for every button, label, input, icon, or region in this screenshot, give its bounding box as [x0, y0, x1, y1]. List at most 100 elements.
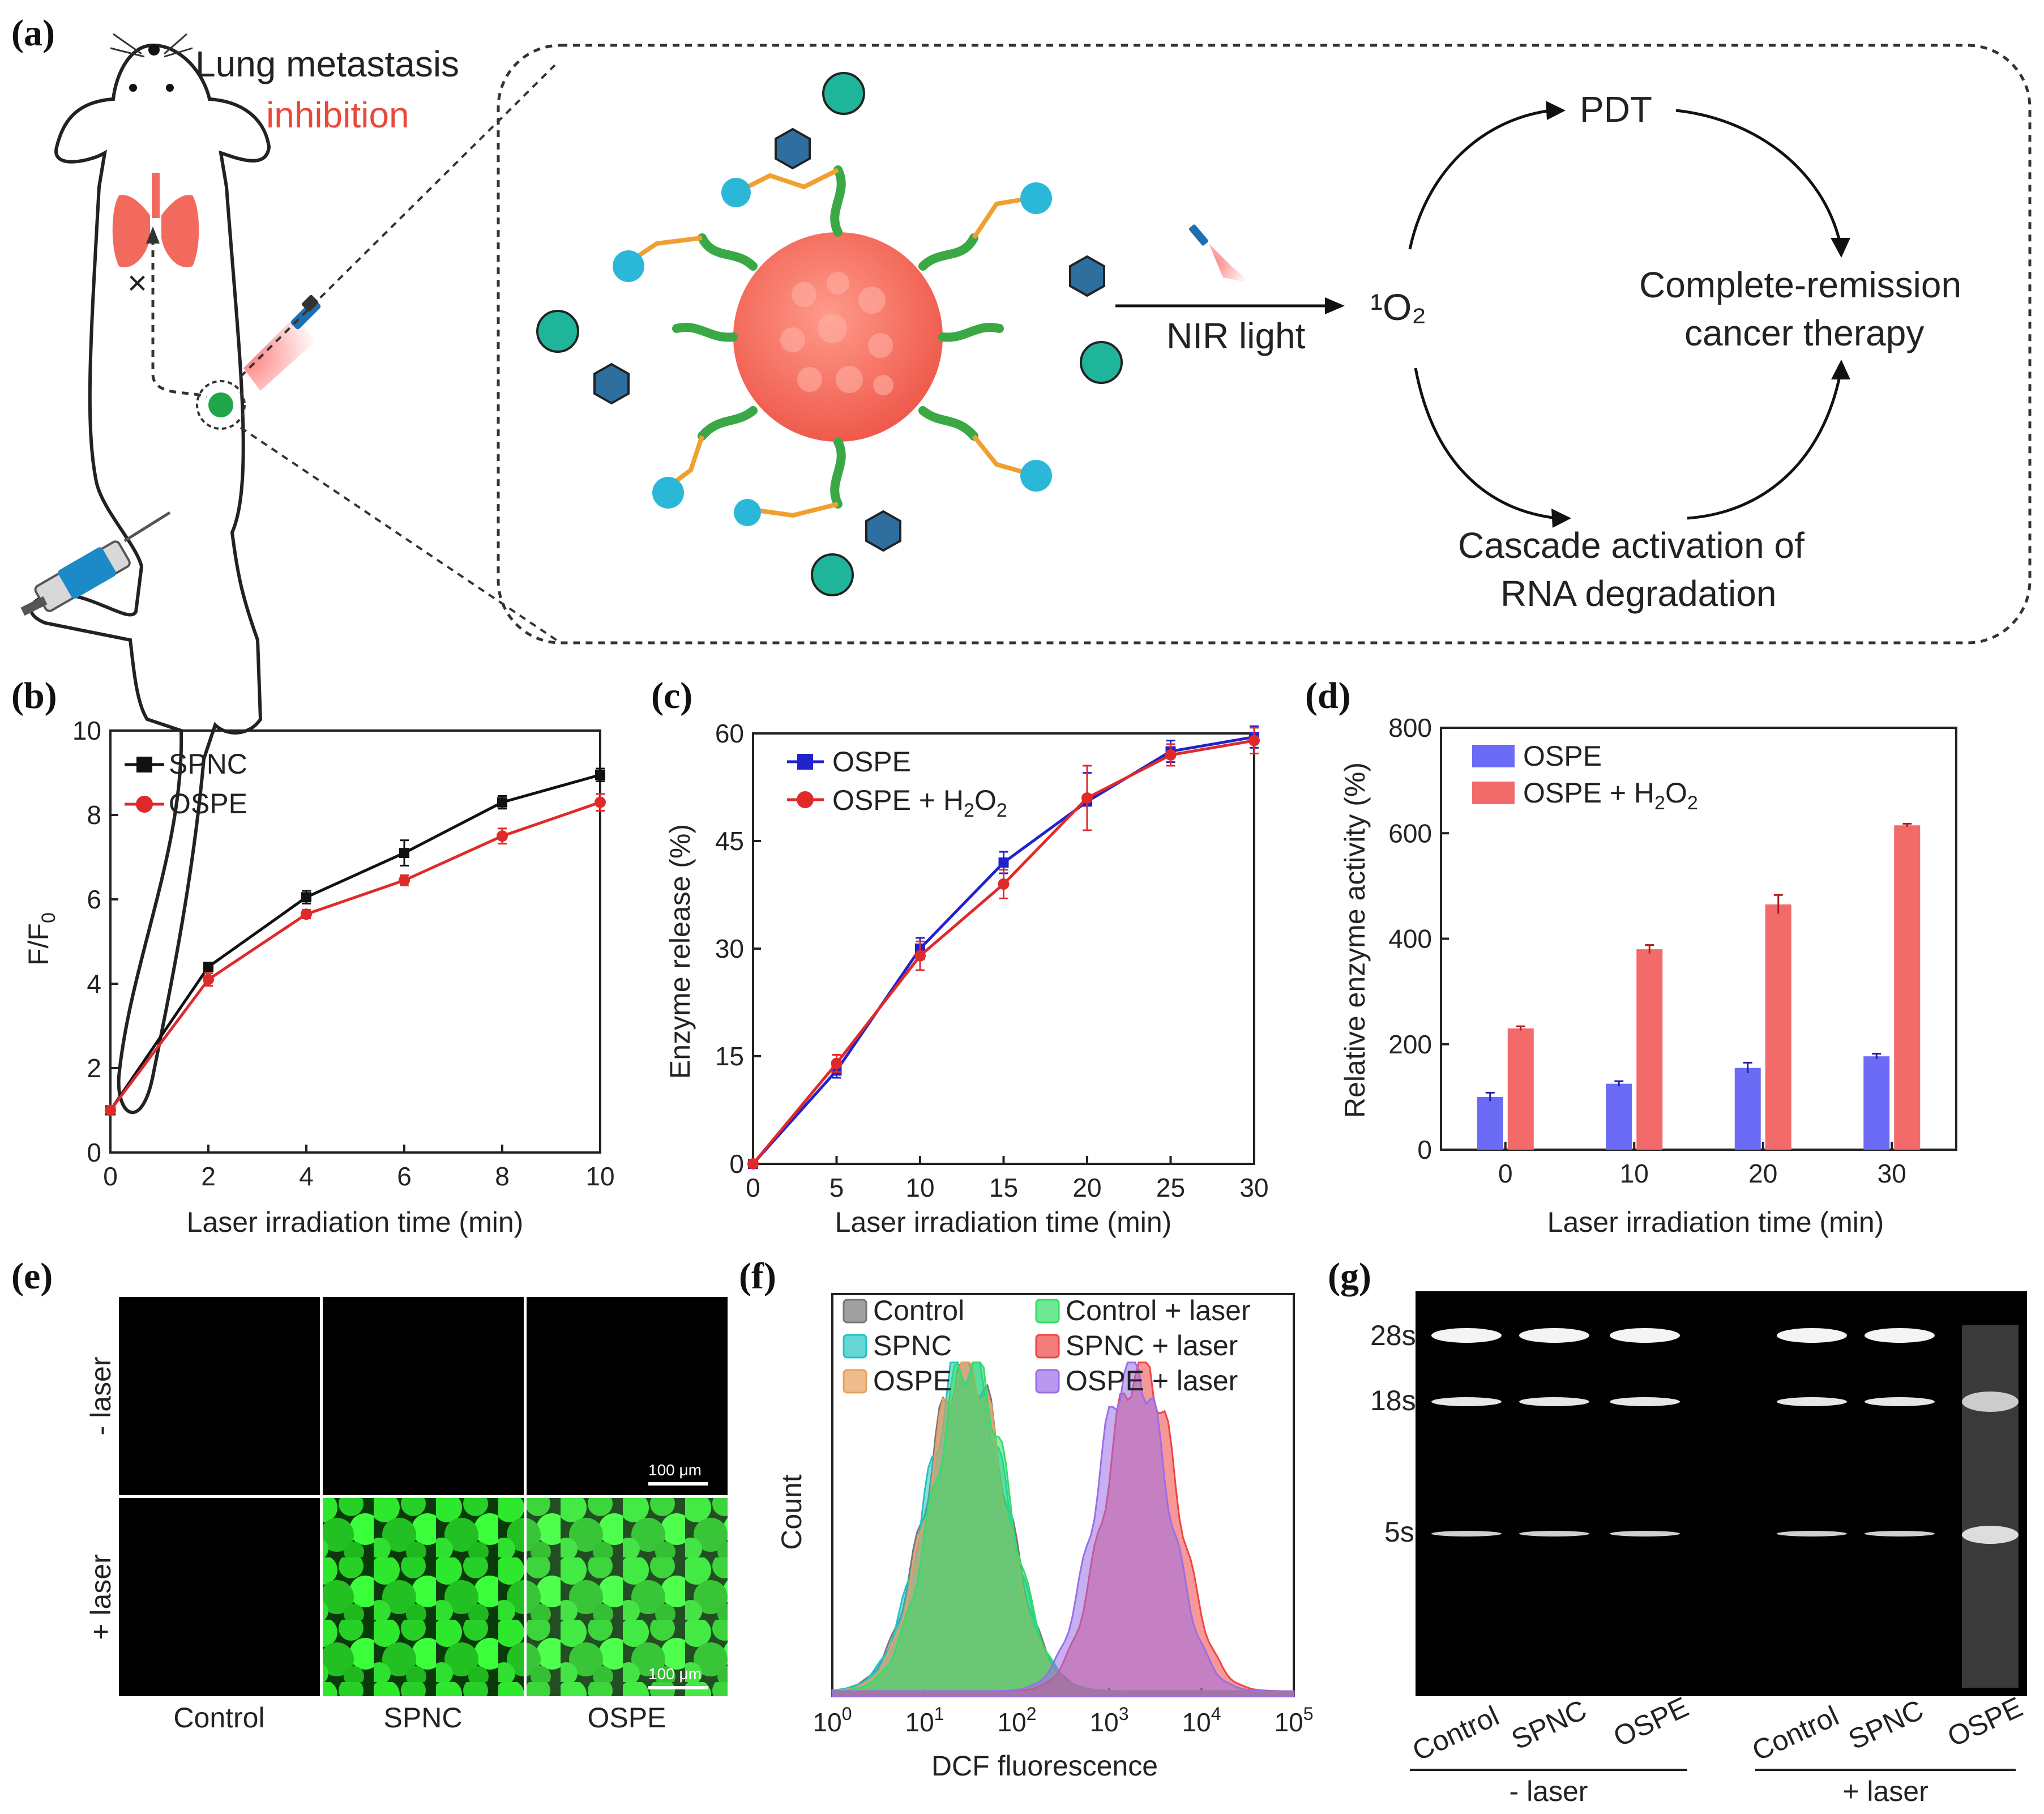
col-label-ospe: OSPE: [588, 1702, 666, 1734]
x-tick-label: 0: [1498, 1159, 1513, 1188]
legend-swatch: [1035, 1369, 1060, 1394]
y-tick-label: 30: [715, 934, 744, 963]
panel-label-c: (c): [651, 675, 692, 716]
metastasis-path: [151, 238, 207, 398]
tumor-icon: [208, 392, 233, 417]
panel-f: (f) 100 101 102 103 104 105 Count DCF fluores…: [739, 1256, 1313, 1782]
data-point: [203, 974, 214, 985]
zoom-box: [497, 44, 2032, 644]
rna-band: [1610, 1328, 1680, 1343]
legend-label: OSPE: [873, 1365, 952, 1397]
y-tick-label: 6: [87, 885, 101, 914]
y-tick-label: 8: [87, 800, 101, 830]
data-point: [595, 770, 605, 780]
arrow-to-pdt: [1408, 109, 1552, 250]
mouse-eye-left: [129, 84, 137, 92]
bar-0: [1863, 1056, 1890, 1150]
panel-c-xlabel: Laser irradiation time (min): [835, 1206, 1172, 1238]
panel-f-x-ticks: 100 101 102 103 104 105: [813, 1688, 1313, 1737]
scale-bar-bottom-label: 100 μm: [648, 1665, 702, 1683]
gel-bands: [1431, 1325, 2019, 1688]
data-point: [595, 796, 606, 808]
arrow-cascade-to-outcome: [1687, 373, 1842, 520]
x-tick-label: 8: [495, 1162, 510, 1191]
x-tick-label: 5: [829, 1173, 844, 1202]
bar-0: [1477, 1096, 1503, 1150]
rna-band: [1610, 1397, 1680, 1406]
rna-band: [1431, 1328, 1502, 1343]
x-tick-label: 25: [1156, 1173, 1185, 1202]
data-point: [914, 950, 926, 962]
series-line-1: [109, 801, 601, 1111]
panel-label-a: (a): [11, 12, 55, 54]
image-spnc-minus-laser: [323, 1297, 524, 1495]
legend-swatch-ospe-h2o2: [1472, 782, 1515, 804]
panel-f-plot-area: [831, 1361, 1295, 1697]
col-label-control: Control: [173, 1702, 264, 1734]
row-label-minus-laser: - laser: [85, 1357, 117, 1436]
panel-e: (e) 100 μm 100 μm - laser + laser Contro…: [11, 1256, 728, 1734]
y-tick-label: 15: [715, 1042, 744, 1071]
panel-g: (g) 28s 18s 5s Control SPNC OSPE Control…: [1328, 1256, 2028, 1807]
x-tick-label: 2: [201, 1162, 216, 1191]
y-tick-label: 10: [72, 716, 101, 745]
scale-bar-top-label: 100 μm: [648, 1461, 702, 1479]
group-label-plus-laser: + laser: [1842, 1775, 1928, 1807]
panel-label-e: (e): [11, 1256, 53, 1297]
smear-band: [1962, 1526, 2019, 1544]
laser-pointer-icon: [243, 294, 321, 391]
x-tick-label: 0: [746, 1173, 760, 1202]
panel-b-axes-frame: [109, 729, 601, 1154]
bar-1: [1636, 949, 1663, 1150]
degraded-rna-smear: [1962, 1325, 2019, 1688]
legend-marker-ospe-h2o2: [797, 791, 814, 808]
bar-1: [1507, 1028, 1534, 1150]
data-point: [998, 857, 1009, 868]
panel-d-plot-area: [1477, 822, 1921, 1150]
panel-b: (b) 0 2 4 6 8 10 0 2 4 6 8 10 F/F0 Laser irradiati…: [11, 675, 615, 1238]
lane-label-spnc-minus: SPNC: [1507, 1694, 1592, 1756]
legend-label: OSPE + laser: [1066, 1365, 1238, 1397]
rna-band: [1865, 1531, 1935, 1536]
tumor-outline: [196, 380, 246, 430]
y-tick-label: 800: [1388, 713, 1432, 742]
y-tick-label: 4: [87, 969, 101, 998]
band-label-5s: 5s: [1384, 1516, 1414, 1548]
mouse-nose: [148, 44, 160, 56]
data-point: [998, 878, 1010, 890]
cascade-line2: RNA degradation: [1500, 573, 1776, 614]
panel-c-plot-area: [747, 725, 1260, 1170]
x-tick-label: 10: [905, 1173, 934, 1202]
band-label-28s: 28s: [1370, 1320, 1416, 1351]
panel-c-axes-frame: [752, 732, 1255, 1165]
row-label-plus-laser: + laser: [85, 1554, 117, 1640]
arrow-to-cascade-head: [1551, 509, 1571, 528]
image-control-plus-laser: [119, 1498, 320, 1696]
lane-label-ospe-plus: OSPE: [1943, 1691, 2028, 1752]
panel-label-b: (b): [11, 675, 57, 716]
legend-marker-spnc: [136, 757, 152, 772]
image-control-minus-laser: [119, 1297, 320, 1495]
bar-0: [1606, 1083, 1632, 1150]
x-tick-label: 20: [1072, 1173, 1101, 1202]
panel-f-ylabel: Count: [776, 1474, 807, 1550]
rna-band: [1519, 1531, 1589, 1536]
cascade-line1: Cascade activation of: [1458, 525, 1804, 566]
panel-d-legend: OSPE OSPE + H2O2: [1472, 740, 1698, 814]
legend-swatch: [843, 1299, 867, 1324]
legend-label: Control: [873, 1295, 964, 1326]
panel-c: (c) 0 15 30 45 60 0 5 10 15 20 25 30 Enzyme releas…: [651, 675, 1269, 1238]
x-tick-label: 20: [1748, 1159, 1777, 1188]
y-tick-label: 0: [87, 1138, 101, 1167]
y-tick-label: 0: [1417, 1135, 1432, 1164]
x-tick-label: 103: [1090, 1704, 1129, 1737]
rna-band: [1610, 1531, 1680, 1536]
mouse-caption-line1: Lung metastasis: [195, 44, 459, 84]
legend-label-ospe: OSPE: [169, 788, 247, 819]
panel-d-xlabel: Laser irradiation time (min): [1547, 1206, 1884, 1238]
data-point: [301, 908, 312, 920]
legend-swatch: [1035, 1334, 1060, 1359]
mouse-caption-line2: inhibition: [266, 95, 409, 135]
rna-band: [1777, 1531, 1847, 1536]
x-tick-label: 10: [585, 1162, 614, 1191]
